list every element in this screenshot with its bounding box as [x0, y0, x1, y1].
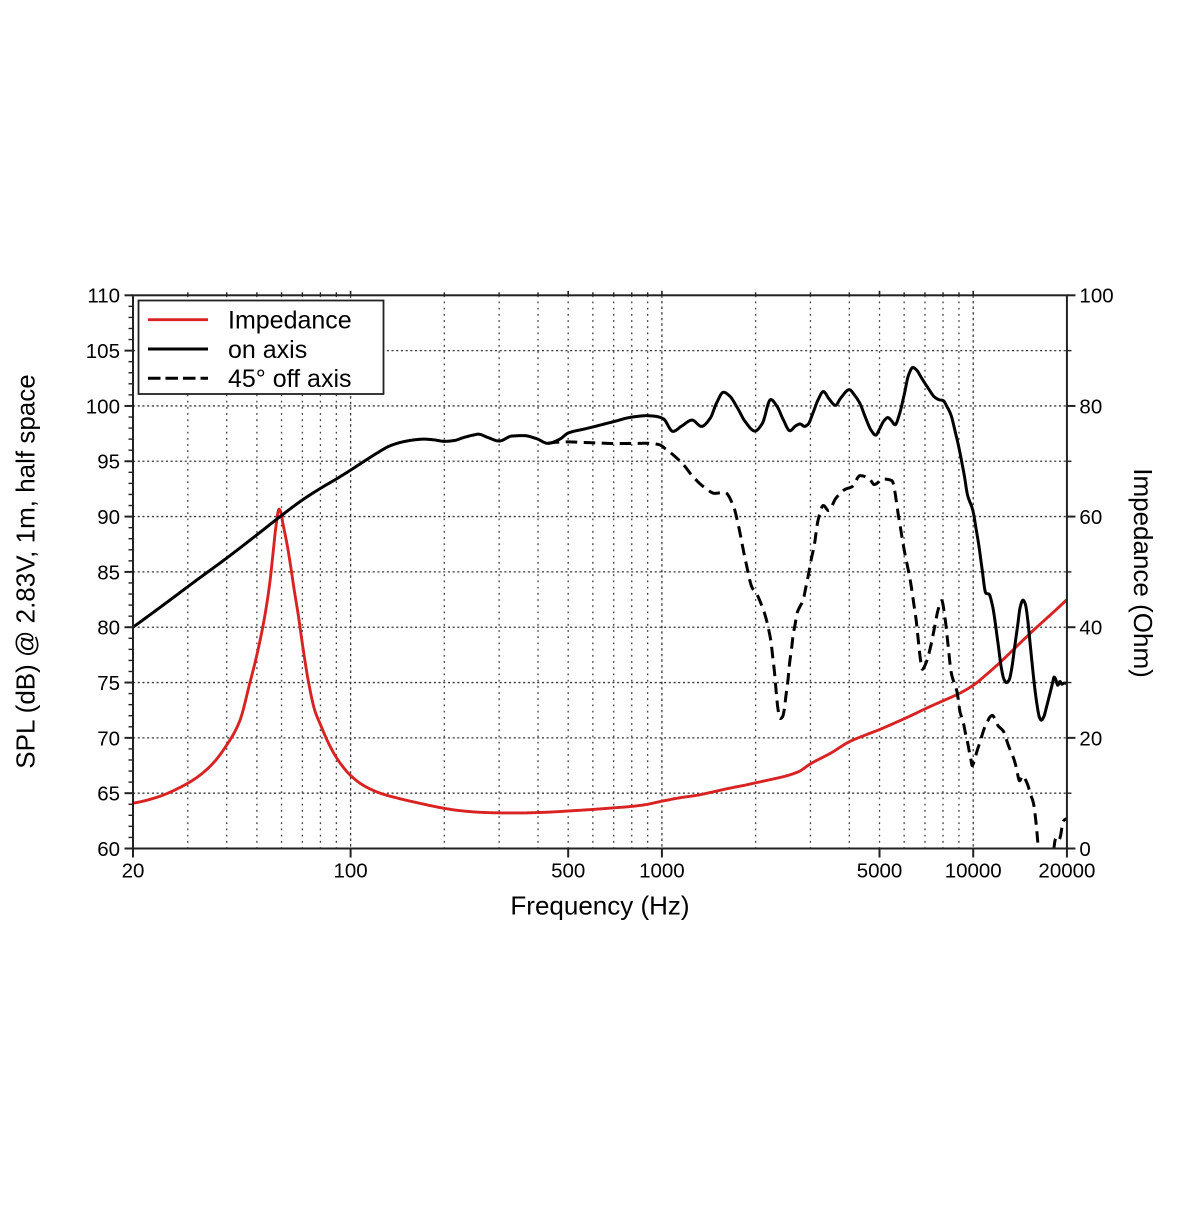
- svg-text:65: 65: [97, 783, 120, 806]
- svg-text:80: 80: [1079, 395, 1102, 418]
- svg-text:100: 100: [333, 860, 367, 883]
- svg-text:90: 90: [97, 506, 120, 529]
- svg-text:95: 95: [97, 451, 120, 474]
- svg-text:100: 100: [86, 395, 120, 418]
- svg-text:10000: 10000: [945, 860, 1002, 883]
- svg-text:100: 100: [1079, 285, 1113, 308]
- svg-text:45° off axis: 45° off axis: [228, 365, 352, 393]
- svg-text:70: 70: [97, 727, 120, 750]
- svg-text:20: 20: [1079, 727, 1102, 750]
- svg-text:85: 85: [97, 561, 120, 584]
- svg-text:110: 110: [87, 285, 120, 308]
- svg-text:on axis: on axis: [228, 336, 307, 364]
- svg-text:0: 0: [1079, 838, 1090, 861]
- svg-text:60: 60: [1079, 506, 1102, 529]
- svg-text:80: 80: [97, 617, 120, 640]
- svg-text:20000: 20000: [1038, 860, 1095, 883]
- svg-text:5000: 5000: [857, 860, 903, 883]
- svg-text:1000: 1000: [639, 860, 685, 883]
- svg-text:Impedance: Impedance: [228, 307, 352, 335]
- svg-text:500: 500: [551, 860, 585, 883]
- svg-text:Impedance (Ohm): Impedance (Ohm): [1128, 468, 1158, 678]
- svg-text:SPL (dB) @ 2.83V, 1m, half spa: SPL (dB) @ 2.83V, 1m, half space: [11, 374, 41, 768]
- svg-text:20: 20: [122, 860, 145, 883]
- svg-text:40: 40: [1079, 617, 1102, 640]
- svg-text:75: 75: [97, 672, 120, 695]
- svg-text:Frequency (Hz): Frequency (Hz): [510, 891, 689, 921]
- svg-text:60: 60: [97, 838, 120, 861]
- svg-text:105: 105: [86, 340, 120, 363]
